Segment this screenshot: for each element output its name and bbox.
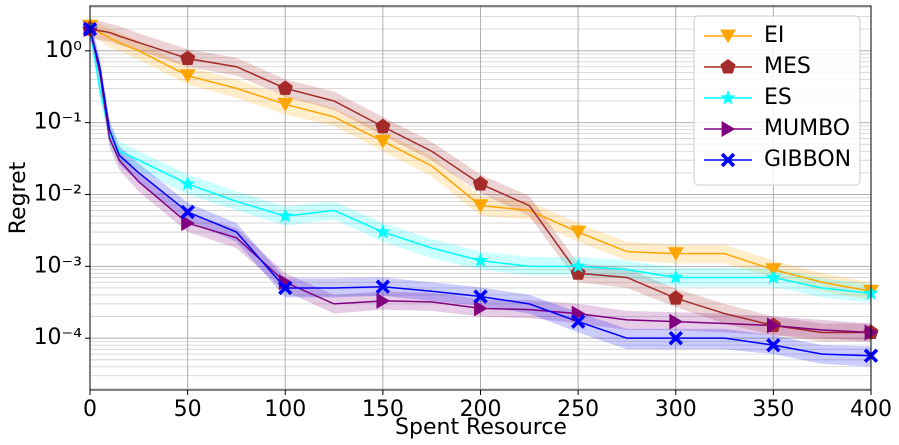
marker [376,292,391,309]
marker [375,118,391,134]
series-line [89,28,871,334]
legend: EI MES ES MUMBO GIBBON [693,15,861,186]
marker [570,225,587,240]
marker [667,247,684,261]
marker [474,300,488,317]
marker [180,175,196,191]
marker [277,80,293,95]
marker [278,280,293,296]
y-tick-label: 10⁻⁴ [34,325,83,350]
legend-frame [693,15,861,186]
x-tick-label: 0 [83,397,97,422]
marker [375,224,391,239]
marker [180,50,196,66]
marker [277,208,293,223]
marker [179,69,196,83]
marker [668,290,684,305]
marker [720,59,736,74]
x-tick-label: 250 [557,397,599,422]
legend-label: MUMBO [764,116,850,141]
marker [721,121,736,137]
legend-label: EI [764,23,784,48]
marker [766,317,781,334]
series-line [89,29,872,295]
marker [473,289,488,304]
x-axis-label: Spent Resource [395,415,567,440]
x-tick-label: 50 [174,397,202,422]
marker [669,313,683,330]
x-tick-label: 150 [362,397,404,422]
legend-label: GIBBON [764,147,851,172]
axes: 10⁰ 10⁻¹ 10⁻² 10⁻³ 10⁻⁴ 0 50 100 150 200 250 300 350… [34,38,892,422]
x-tick-label: 350 [752,397,794,422]
y-tick-label: 10⁰ [45,38,82,63]
marker [720,152,736,168]
x-tick-label: 300 [655,397,697,422]
marker [374,134,391,149]
plot-area [82,17,879,367]
marker [766,337,781,353]
marker [765,269,781,284]
marker [181,215,195,232]
series-line [89,28,872,357]
marker [570,258,586,273]
marker [472,199,489,213]
y-tick-label: 10⁻³ [34,253,82,278]
y-axis-label: Regret [6,161,31,234]
marker [668,269,684,284]
marker [472,175,489,191]
marker [570,265,586,280]
confidence-band [90,17,871,300]
marker [375,279,391,294]
legend-label: MES [764,54,811,79]
y-tick-label: 10⁻¹ [34,110,82,135]
legend-label: ES [764,85,792,110]
series-line [89,25,872,292]
series-line [89,28,872,334]
marker [668,330,683,346]
marker [472,252,489,268]
marker [570,314,586,329]
y-tick-label: 10⁻² [34,181,82,206]
marker [720,90,736,105]
marker [180,204,195,220]
x-tick-label: 400 [850,397,892,422]
x-tick-label: 100 [264,397,306,422]
marker [720,29,736,44]
x-tick-label: 200 [460,397,502,422]
marker [277,97,294,112]
